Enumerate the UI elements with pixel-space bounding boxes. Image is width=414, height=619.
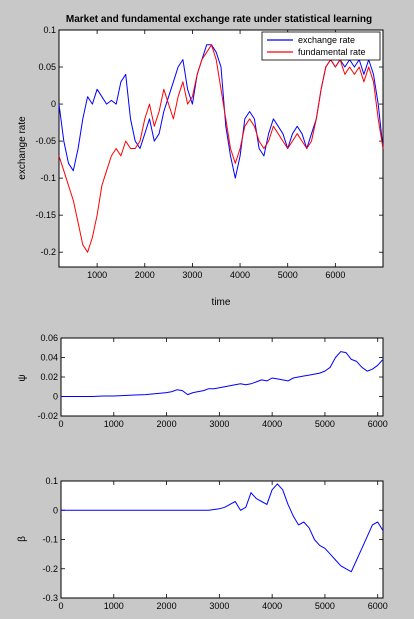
axes-3-ticks: 0 1000 2000 3000 4000 5000 6000 -0.3 -0.2 -0.1 0 0.…: [42, 476, 387, 611]
y-tick-label: 0.06: [40, 333, 58, 343]
x-tick-label: 6000: [325, 270, 345, 280]
y-tick-label: 0.1: [45, 476, 58, 486]
legend-box: [261, 31, 381, 61]
series-line: [61, 351, 384, 397]
y-tick-label: 0.05: [38, 62, 56, 72]
y-tick-label: -0.1: [42, 535, 58, 545]
x-tick-label: 4000: [230, 270, 250, 280]
y-tick-label: -0.05: [35, 136, 56, 146]
y-tick-label: 0: [53, 392, 58, 402]
y-tick-label: -0.2: [40, 247, 56, 257]
legend: exchange rate fundamental rate: [261, 31, 381, 61]
x-tick-label: 2000: [157, 419, 177, 429]
x-tick-label: 1000: [104, 601, 124, 611]
x-tick-label: 2000: [135, 270, 155, 280]
x-tick-label: 2000: [157, 601, 177, 611]
y-axis-label: exchange rate: [17, 116, 28, 180]
series-line: [58, 44, 384, 253]
beta-chart: β 0 1000 2000 3000 4000 5000 6000-0.3-0.2-0.10…: [17, 476, 388, 611]
x-tick-label: 0: [58, 601, 63, 611]
x-tick-label: 5000: [315, 419, 335, 429]
x-tick-label: 6000: [368, 601, 388, 611]
axes-1-series: [58, 44, 384, 253]
x-tick-label: 3000: [209, 601, 229, 611]
y-axis-label-beta: β: [17, 536, 28, 542]
x-tick-label: 1000: [104, 419, 124, 429]
y-tick-label: -0.3: [42, 593, 58, 603]
exchange-rate-chart: Market and fundamental exchange rate und…: [17, 14, 384, 308]
y-tick-label: -0.1: [40, 173, 56, 183]
axes-2-ticks: 0 1000 2000 3000 4000 5000 6000-0.0200.020.040…: [37, 333, 387, 429]
x-axis-label: time: [212, 297, 231, 308]
x-tick-label: 5000: [315, 601, 335, 611]
axes-3-background: [60, 480, 384, 599]
x-tick-label: 1000: [87, 270, 107, 280]
series-line: [61, 483, 384, 573]
y-tick-label: 0.02: [40, 372, 58, 382]
axes-2-series: [61, 351, 384, 397]
axes-1-ticks: 1000 2000 3000 4000 5000 6000 -0.2 -0.15 -0.1 -0.…: [35, 25, 383, 280]
legend-label-exchange-rate: exchange rate: [298, 35, 355, 45]
x-tick-label: 5000: [278, 270, 298, 280]
y-tick-label: -0.02: [37, 411, 58, 421]
y-tick-label: 0.04: [40, 353, 58, 363]
y-tick-label: 0.1: [43, 25, 56, 35]
x-tick-label: 4000: [262, 419, 282, 429]
chart-title: Market and fundamental exchange rate und…: [66, 14, 372, 25]
psi-chart: ψ 0 1000 2000 3000 4000 5000 6000-0.0200.020.0…: [17, 333, 388, 429]
x-tick-label: 3000: [209, 419, 229, 429]
legend-label-fundamental-rate: fundamental rate: [298, 47, 366, 57]
x-tick-label: 4000: [262, 601, 282, 611]
x-tick-label: 0: [58, 419, 63, 429]
y-tick-label: -0.15: [35, 210, 56, 220]
y-tick-label: 0: [51, 99, 56, 109]
y-tick-label: 0: [53, 505, 58, 515]
axes-3-series: [61, 483, 384, 573]
y-axis-label-psi: ψ: [17, 374, 28, 381]
x-tick-label: 3000: [182, 270, 202, 280]
x-tick-label: 6000: [368, 419, 388, 429]
y-tick-label: -0.2: [42, 564, 58, 574]
axes-2-background: [60, 337, 384, 417]
